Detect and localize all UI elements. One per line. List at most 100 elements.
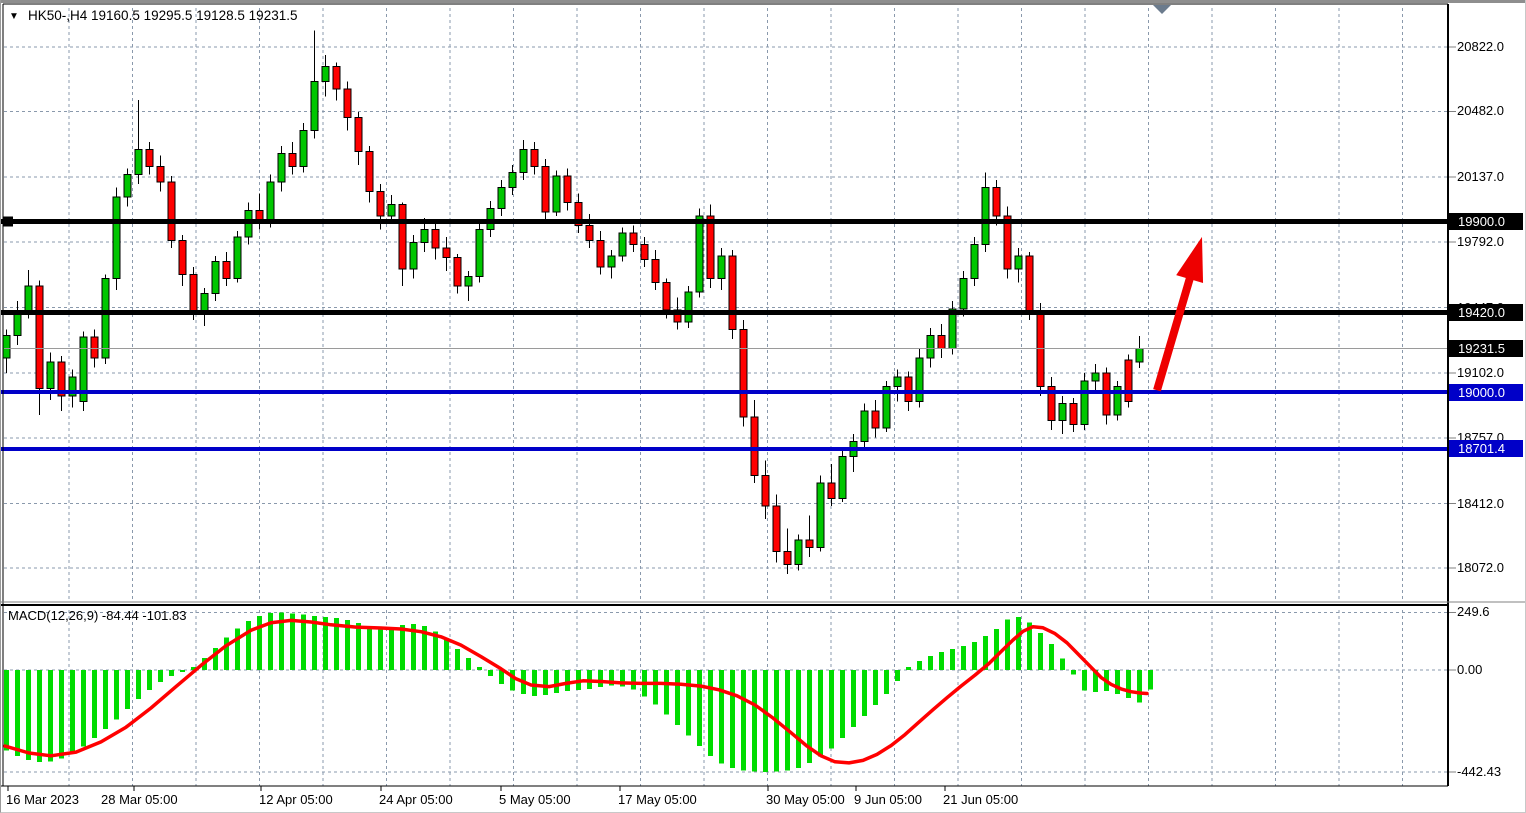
macd-histogram-bar xyxy=(37,670,42,763)
macd-histogram-bar xyxy=(114,670,119,720)
bull-candle xyxy=(200,293,209,312)
macd-histogram-bar xyxy=(224,637,229,670)
bear-candle xyxy=(376,190,385,217)
macd-histogram-bar xyxy=(136,670,141,700)
macd-histogram-bar xyxy=(268,613,273,670)
macd-histogram-bar xyxy=(169,670,174,676)
macd-histogram-bar xyxy=(554,670,559,693)
level-line-anchor xyxy=(3,216,13,227)
macd-histogram-bar xyxy=(257,616,262,670)
support-badge-18701: 18701.4 xyxy=(1449,440,1523,458)
bear-candle xyxy=(354,116,363,153)
bull-candle xyxy=(233,236,242,280)
bear-candle xyxy=(640,243,649,261)
bear-candle xyxy=(178,240,187,276)
macd-histogram-bar xyxy=(939,652,944,670)
time-axis-label: 30 May 05:00 xyxy=(766,792,845,807)
bear-candle xyxy=(167,181,176,242)
macd-histogram-bar xyxy=(356,623,361,670)
macd-histogram-bar xyxy=(543,670,548,695)
macd-histogram-bar xyxy=(1049,644,1054,670)
time-axis-label: 12 Apr 05:00 xyxy=(259,792,333,807)
bull-candle xyxy=(926,334,935,359)
bull-candle xyxy=(1014,255,1023,270)
macd-histogram-bar xyxy=(213,647,218,670)
bull-candle xyxy=(816,482,825,549)
macd-histogram-bar xyxy=(829,670,834,749)
macd-signal-line xyxy=(3,618,1149,765)
macd-histogram-bar xyxy=(499,670,504,684)
trend-arrow-head[interactable] xyxy=(1176,236,1204,283)
macd-histogram-bar xyxy=(81,670,86,747)
bear-candle xyxy=(761,475,770,507)
price-tick-label: 19102.0 xyxy=(1457,364,1504,380)
bear-candle xyxy=(442,247,451,259)
macd-histogram-bar xyxy=(884,670,889,695)
macd-histogram-bar xyxy=(1060,658,1065,670)
bull-candle xyxy=(893,376,902,388)
macd-histogram-bar xyxy=(70,670,75,754)
macd-histogram-bar xyxy=(1093,670,1098,692)
macd-histogram-bar xyxy=(158,670,163,682)
macd-histogram-bar xyxy=(620,670,625,687)
bull-candle xyxy=(299,130,308,168)
macd-histogram-bar xyxy=(246,621,251,670)
macd-histogram-bar xyxy=(59,670,64,759)
macd-histogram-bar xyxy=(48,670,53,762)
macd-histogram-bar xyxy=(345,619,350,670)
macd-histogram-bar xyxy=(994,628,999,670)
chart-shift-marker-icon[interactable] xyxy=(1153,5,1171,14)
macd-histogram-bar xyxy=(895,670,900,682)
bear-candle xyxy=(222,260,231,280)
macd-histogram-bar xyxy=(873,670,878,706)
macd-histogram-bar xyxy=(422,626,427,670)
macd-histogram-bar xyxy=(103,670,108,730)
macd-histogram-bar xyxy=(631,670,636,690)
macd-histogram-bar xyxy=(433,631,438,670)
macd-histogram-bar xyxy=(598,670,603,688)
macd-histogram-bar xyxy=(389,626,394,670)
bull-candle xyxy=(695,215,704,293)
bull-candle xyxy=(420,228,429,244)
price-tick-label: 20482.0 xyxy=(1457,103,1504,119)
macd-histogram-bar xyxy=(180,670,185,672)
macd-histogram-bar xyxy=(15,670,20,756)
bull-candle xyxy=(266,181,275,223)
macd-histogram-bar xyxy=(235,628,240,670)
bear-candle xyxy=(750,416,759,477)
macd-histogram-bar xyxy=(444,639,449,670)
bull-candle xyxy=(464,276,473,287)
bull-candle xyxy=(2,334,11,359)
bear-candle xyxy=(596,240,605,268)
macd-histogram-bar xyxy=(851,670,856,728)
trend-arrow-shaft[interactable] xyxy=(1153,268,1197,392)
bear-candle xyxy=(35,285,44,389)
bear-candle xyxy=(1124,359,1133,403)
bear-candle xyxy=(904,376,913,403)
macd-histogram-bar xyxy=(928,656,933,670)
macd-histogram-bar xyxy=(697,670,702,747)
bear-candle xyxy=(189,274,198,312)
bull-candle xyxy=(112,196,121,280)
resistance-badge-19420: 19420.0 xyxy=(1449,304,1523,322)
bear-candle xyxy=(1069,403,1078,425)
bull-candle xyxy=(321,65,330,82)
bull-candle xyxy=(519,149,528,173)
macd-histogram-bar xyxy=(741,670,746,771)
bear-candle xyxy=(772,505,781,552)
macd-histogram-bar xyxy=(785,670,790,771)
bear-candle xyxy=(530,149,539,168)
bear-candle xyxy=(156,166,165,183)
macd-histogram-bar xyxy=(1027,622,1032,670)
bear-candle xyxy=(673,309,682,323)
macd-histogram-bar xyxy=(323,617,328,670)
bull-candle xyxy=(486,207,495,230)
macd-histogram-bar xyxy=(818,670,823,757)
symbol-ohlc-title: HK50-,H4 19160.5 19295.5 19128.5 19231.5 xyxy=(28,8,298,23)
bull-candle xyxy=(68,376,77,397)
time-axis-label: 16 Mar 2023 xyxy=(6,792,79,807)
symbol-dropdown-icon[interactable]: ▼ xyxy=(9,11,19,22)
bull-candle xyxy=(101,278,110,359)
bear-candle xyxy=(739,329,748,418)
